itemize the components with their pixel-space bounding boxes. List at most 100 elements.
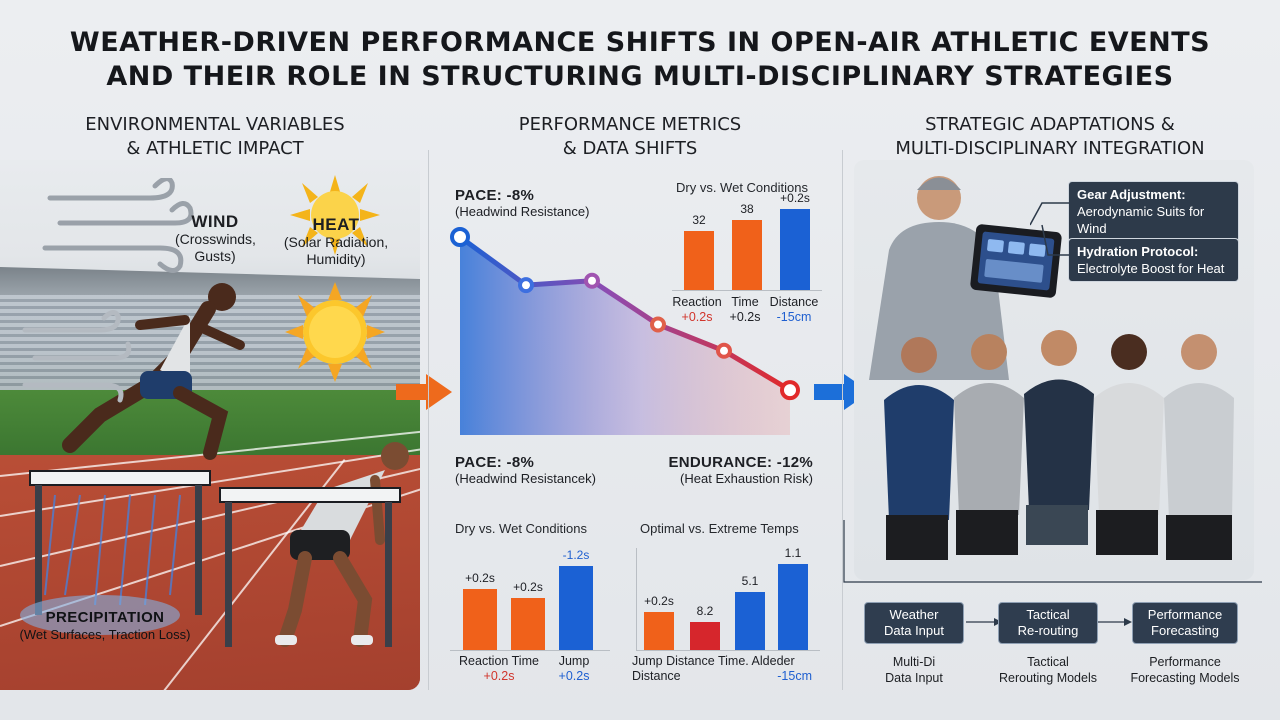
- line-chart-point: [584, 272, 600, 289]
- tablet-icon: [970, 224, 1062, 298]
- hurdle: [219, 487, 401, 647]
- flow-step-caption: Performance Forecasting Models: [1120, 654, 1250, 686]
- chart1-xlabel: Reaction +0.2s: [672, 295, 722, 325]
- line-chart-point: [450, 227, 470, 247]
- pace-metric-bottom: PACE: -8% (Headwind Resistancek): [455, 455, 596, 487]
- chart-bar: [732, 220, 762, 290]
- line-chart-point: [716, 342, 732, 359]
- flow-caption-text: Tactical: [1027, 655, 1069, 669]
- endurance-metric: ENDURANCE: -12% (Heat Exhaustion Risk): [668, 455, 813, 487]
- section-heading-line: MULTI-DISCIPLINARY INTEGRATION: [895, 138, 1205, 159]
- chart-bar-value: 1.1: [784, 545, 802, 560]
- chart3-axis: [636, 650, 820, 651]
- label-text: Jump: [632, 654, 663, 668]
- chart-bar-value: +0.2s: [644, 594, 674, 609]
- athletes-group: [884, 330, 1234, 560]
- flow-step-tactical: Tactical Re-routing: [998, 602, 1098, 644]
- card-title: Hydration Protocol:: [1077, 244, 1199, 259]
- flow-caption-text: Performance: [1149, 655, 1221, 669]
- chart3-title: Optimal vs. Extreme Temps: [640, 521, 799, 536]
- card-title: Gear Adjustment:: [1077, 187, 1186, 202]
- line-chart-series: [458, 234, 792, 393]
- chart2-bars: +0.2s +0.2s -1.2s: [455, 545, 605, 650]
- chart-bar-value: 8.2: [696, 603, 714, 618]
- label-sub: Distance: [632, 669, 681, 683]
- chart-bar: [690, 621, 720, 650]
- heat-label: HEAT (Solar Radiation, Humidity): [276, 216, 396, 268]
- title-line-1: WEATHER-DRIVEN PERFORMANCE SHIFTS IN OPE…: [69, 27, 1211, 58]
- chart-bar-value: +0.2s: [780, 191, 810, 205]
- chart-bar: [559, 566, 593, 650]
- chart-bar: [735, 592, 765, 650]
- chart2-xlabel: Reaction Time +0.2s: [450, 654, 548, 684]
- label-sub: +0.2s: [681, 310, 713, 324]
- chart-bar: [684, 231, 714, 290]
- flow-step-text: Forecasting: [1151, 623, 1219, 638]
- flow-step-caption: Tactical Rerouting Models: [988, 654, 1108, 686]
- endurance-value: ENDURANCE: -12%: [668, 454, 813, 471]
- heat-desc: (Solar Radiation,: [283, 234, 389, 250]
- wind-icon: [22, 310, 132, 403]
- line-chart-point: [650, 316, 666, 333]
- label-text: Aldeder: [751, 654, 795, 668]
- chart-bar: [780, 209, 810, 290]
- label-sub: +0.2s: [558, 669, 590, 683]
- chart2-title: Dry vs. Wet Conditions: [455, 521, 587, 536]
- chart-bar: [778, 563, 808, 650]
- label-sub: -15cm: [777, 669, 812, 683]
- flow-step-caption: Multi-Di Data Input: [864, 654, 964, 686]
- chart-bar-value: 5.1: [741, 574, 759, 589]
- pace-value: PACE: -8%: [455, 187, 535, 204]
- chart-bar: [511, 597, 545, 650]
- column-divider: [428, 150, 429, 690]
- flow-step-text: Tactical: [1026, 607, 1070, 622]
- chart3-xlabel: Jump Distance Time. Aldeder Distance -15c…: [632, 654, 832, 684]
- chart-bar-value: +0.2s: [465, 571, 495, 586]
- arrow-right-icon: [396, 374, 452, 410]
- flow-caption-text: Forecasting Models: [1130, 671, 1240, 685]
- pace-desc: (Headwind Resistance): [455, 204, 590, 219]
- pace-metric-top: PACE: -8% (Headwind Resistance): [455, 188, 589, 220]
- label-text: Time: [731, 295, 759, 309]
- label-text: Distance: [666, 654, 715, 668]
- chart2-axis: [450, 650, 610, 651]
- flow-step-weather: Weather Data Input: [864, 602, 964, 644]
- section-heading-line: & ATHLETIC IMPACT: [126, 138, 304, 159]
- flow-step-text: Weather: [889, 607, 939, 622]
- chart3-yaxis: [636, 548, 637, 650]
- pace-value: PACE: -8%: [455, 454, 535, 471]
- chart3-bars: +0.2s 8.2 5.1 1.1: [640, 545, 820, 650]
- chart1-xlabel: Distance -15cm: [764, 295, 824, 325]
- flow-caption-text: Rerouting Models: [999, 671, 1097, 685]
- label-text: Time: [511, 654, 539, 668]
- section-heading-strategy: STRATEGIC ADAPTATIONS & MULTI-DISCIPLINA…: [860, 113, 1240, 161]
- chart1-title: Dry vs. Wet Conditions: [676, 180, 808, 195]
- chart1-xlabel: Time +0.2s: [722, 295, 768, 325]
- chart-bar-value: 32: [692, 213, 706, 228]
- chart1-bars: 32 38 +0.2s: [676, 191, 816, 290]
- chart1-axis: [672, 290, 822, 291]
- hurdler-athlete: [62, 283, 245, 460]
- gear-adjustment-card: Gear Adjustment: Aerodynamic Suits for W…: [1068, 181, 1239, 242]
- line-chart-point: [780, 380, 800, 401]
- performance-line-chart: [450, 227, 800, 435]
- team-illustration: [854, 160, 1254, 580]
- precipitation-label: PRECIPITATION (Wet Surfaces, Traction Lo…: [0, 609, 210, 643]
- card-desc: Aerodynamic Suits for Wind: [1077, 204, 1205, 236]
- section-heading-environment: ENVIRONMENTAL VARIABLES & ATHLETIC IMPAC…: [40, 113, 390, 161]
- precipitation-desc: (Wet Surfaces, Traction Loss): [19, 627, 191, 642]
- column-divider: [842, 150, 843, 690]
- pace-desc: (Headwind Resistancek): [455, 471, 596, 486]
- water-puddle: [20, 595, 180, 635]
- label-sub: -15cm: [776, 310, 812, 324]
- endurance-desc: (Heat Exhaustion Risk): [680, 471, 813, 486]
- chart-bar: [463, 589, 497, 650]
- section-heading-metrics: PERFORMANCE METRICS & DATA SHIFTS: [470, 113, 790, 161]
- chart-bar-value: -1.2s: [562, 548, 590, 562]
- flow-caption-text: Multi-Di: [892, 655, 936, 669]
- page-title: WEATHER-DRIVEN PERFORMANCE SHIFTS IN OPE…: [0, 26, 1280, 94]
- label-text: Distance: [769, 295, 819, 309]
- section-heading-line: & DATA SHIFTS: [562, 138, 698, 159]
- wind-icon: [42, 178, 194, 273]
- chart-bar: [644, 612, 674, 650]
